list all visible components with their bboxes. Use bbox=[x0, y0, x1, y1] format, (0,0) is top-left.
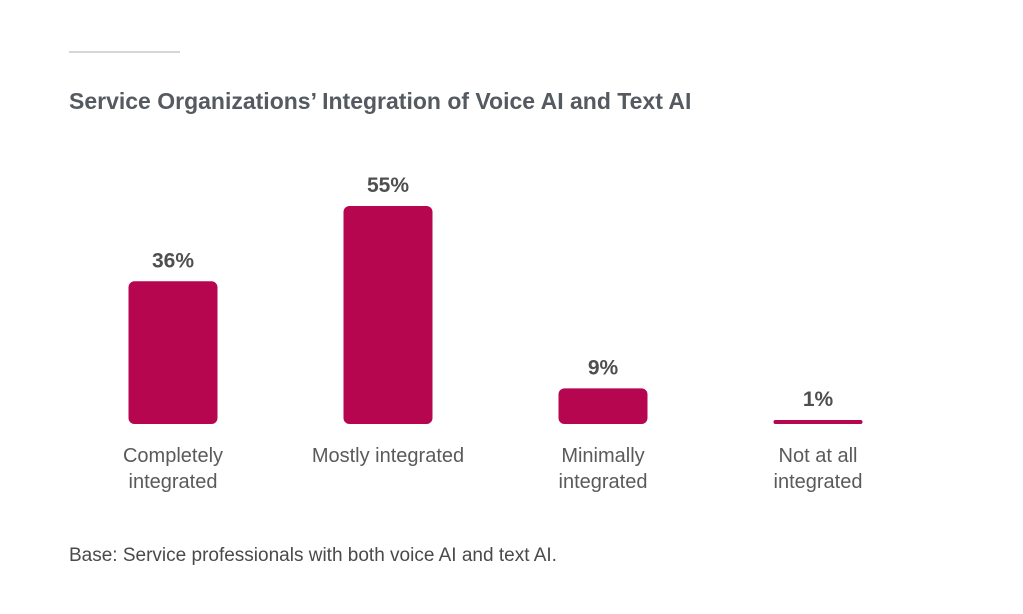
bar bbox=[343, 206, 433, 424]
footnote: Base: Service professionals with both vo… bbox=[69, 545, 557, 566]
category-label: integrated bbox=[129, 471, 218, 493]
category-label: integrated bbox=[774, 471, 863, 493]
bar-chart: 36% Completely integrated 55% Mostly integra… bbox=[123, 174, 863, 493]
category-label: Not at all bbox=[779, 445, 858, 467]
bar-value-label: 9% bbox=[588, 356, 619, 379]
bar bbox=[558, 388, 648, 424]
bar bbox=[773, 420, 863, 424]
bar-value-label: 1% bbox=[803, 388, 834, 411]
category-label: Mostly integrated bbox=[312, 445, 464, 467]
bar-value-label: 36% bbox=[152, 249, 194, 272]
title-rule bbox=[69, 51, 180, 53]
category-label: Minimally bbox=[561, 445, 644, 467]
bar bbox=[128, 281, 218, 424]
bar-value-label: 55% bbox=[367, 174, 409, 197]
chart-title: Service Organizations’ Integration of Vo… bbox=[69, 88, 692, 114]
category-label: Completely bbox=[123, 445, 223, 467]
category-label: integrated bbox=[559, 471, 648, 493]
